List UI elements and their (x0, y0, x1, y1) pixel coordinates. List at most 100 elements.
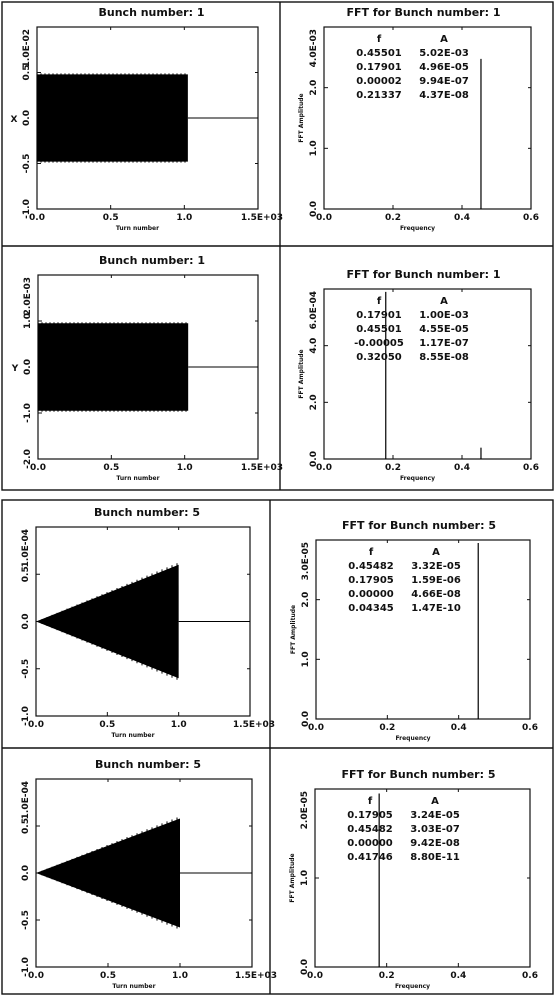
table-cell-f: 0.21337 (356, 90, 402, 101)
y-tick-label: -1.0 (22, 199, 32, 219)
panel-6: FFT for Bunch number: 5 0.0 0.2 0.4 0.6 0.0 1.… (290, 519, 538, 742)
panel-1: Bunch number: 1 0.0 0.5 1.0 1.5E+03 -1.0 -0.5 0… (11, 6, 284, 232)
x-tick-label: 0.6 (522, 971, 538, 981)
y-tick-label: 4.0 (309, 338, 319, 354)
panel-7: Bunch number: 5 0.0 0.5 1.0 1.5E+03 -1.0 -0.5 0… (21, 758, 277, 990)
x-tick-label: 1.5E+03 (241, 463, 283, 473)
y-tick-label: 1.0 (301, 651, 311, 667)
y-tick-label: 0.0 (301, 711, 311, 727)
x-axis-label: Frequency (400, 225, 435, 232)
table-cell-a: 1.17E-07 (419, 338, 469, 349)
x-tick-label: 0.5 (103, 463, 119, 473)
table-header-f: f (377, 296, 382, 307)
y-tick-label: 6.0E-04 (309, 291, 319, 329)
x-axis-label: Turn number (112, 983, 155, 990)
table-cell-a: 5.02E-03 (419, 48, 469, 59)
x-tick-label: 0.5 (100, 971, 116, 981)
x-tick-label: 0.5 (103, 213, 119, 223)
y-tick-label: 0.0 (300, 959, 310, 975)
y-tick-label: 0.5 (21, 818, 31, 834)
y-tick-label: 1.0 (300, 870, 310, 886)
x-tick-label: 0.0 (30, 463, 46, 473)
table-header-f: f (377, 34, 382, 45)
chart-title: Bunch number: 5 (95, 758, 201, 771)
x-tick-label: 1.0 (176, 213, 192, 223)
y-tick-label: 1.0E-04 (21, 529, 31, 567)
y-tick-label: 1.0 (23, 313, 33, 329)
y-tick-label: 0.0 (21, 614, 31, 630)
y-tick-label: -0.5 (21, 910, 31, 930)
table-cell-a: 4.96E-05 (419, 62, 469, 73)
x-tick-label: 1.5E+03 (241, 213, 283, 223)
y-tick-label: -1.0 (23, 403, 33, 423)
y-tick-label: 2.0 (309, 80, 319, 96)
y-axis-label: FFT Amplitude (298, 93, 305, 142)
panels: Bunch number: 1 0.0 0.5 1.0 1.5E+03 -1.0 -0.5 0… (11, 6, 539, 990)
x-tick-label: 1.5E+03 (235, 971, 277, 981)
table-cell-a: 3.32E-05 (411, 561, 461, 572)
x-tick-label: 0.4 (454, 213, 470, 223)
table-cell-a: 9.42E-08 (410, 838, 460, 849)
table-header-f: f (368, 796, 373, 807)
table-header-a: A (440, 296, 448, 307)
table-header-a: A (440, 34, 448, 45)
panel-8: FFT for Bunch number: 5 0.0 0.2 0.4 0.6 0.0 1.… (289, 768, 538, 990)
table-cell-f: 0.17901 (356, 62, 402, 73)
table-cell-f: 0.17901 (356, 310, 402, 321)
y-tick-label: 2.0 (309, 394, 319, 410)
y-tick-label: 4.0E-03 (309, 29, 319, 67)
panel-3: Bunch number: 1 0.0 0.5 1.0 1.5E+03 -2.0 -1.0 0… (11, 254, 283, 482)
table-cell-f: 0.45501 (356, 48, 402, 59)
table-cell-a: 4.55E-05 (419, 324, 469, 335)
y-tick-label: 3.0E-05 (301, 542, 311, 580)
y-axis-label: FFT Amplitude (290, 605, 297, 654)
chart-title: FFT for Bunch number: 1 (347, 6, 501, 19)
table-cell-a: 3.24E-05 (410, 810, 460, 821)
panel-5: Bunch number: 5 0.0 0.5 1.0 1.5E+03 -1.0 -0.5 0… (21, 506, 275, 739)
x-tick-label: 1.0 (172, 971, 188, 981)
x-tick-label: 1.5E+03 (233, 720, 275, 730)
y-tick-label: 1.0 (309, 140, 319, 156)
y-tick-label: 2.0E-03 (23, 277, 33, 315)
table-cell-a: 4.66E-08 (411, 589, 461, 600)
y-tick-label: -1.0 (21, 706, 31, 726)
table-cell-a: 1.47E-10 (411, 603, 461, 614)
y-tick-label: 0.5 (22, 65, 32, 81)
chart-title: Bunch number: 5 (94, 506, 200, 519)
y-tick-label: -2.0 (23, 449, 33, 469)
table-cell-f: 0.32050 (356, 352, 402, 363)
x-axis-label: Turn number (116, 475, 159, 482)
x-tick-label: 0.4 (454, 463, 470, 473)
y-tick-label: 0.5 (21, 566, 31, 582)
y-tick-label: 0.0 (22, 110, 32, 126)
table-cell-a: 3.03E-07 (410, 824, 460, 835)
x-axis-label: Frequency (400, 475, 435, 482)
table-cell-a: 1.00E-03 (419, 310, 469, 321)
table-header-a: A (432, 547, 440, 558)
y-tick-label: 2.0 (301, 592, 311, 608)
chart-title: Bunch number: 1 (99, 6, 205, 19)
x-axis-label: Frequency (395, 983, 430, 990)
y-tick-label: 0.0 (23, 359, 33, 375)
signal-band (37, 74, 188, 162)
x-tick-label: 0.2 (385, 213, 401, 223)
signal-band (36, 818, 180, 928)
x-tick-label: 0.4 (451, 723, 467, 733)
y-tick-label: 1.0E-04 (21, 781, 31, 819)
table-cell-a: 8.55E-08 (419, 352, 469, 363)
y-axis-label: X (11, 115, 18, 125)
table-cell-f: 0.45501 (356, 324, 402, 335)
y-tick-label: 0.0 (21, 865, 31, 881)
x-tick-label: 0.0 (29, 213, 45, 223)
y-tick-label: 0.0 (309, 201, 319, 217)
table-header-a: A (431, 796, 439, 807)
y-tick-label: 2.0E-05 (300, 791, 310, 829)
table-cell-f: 0.45482 (348, 561, 394, 572)
x-tick-label: 1.0 (171, 720, 187, 730)
y-tick-label: -0.5 (21, 659, 31, 679)
table-cell-f: 0.45482 (347, 824, 393, 835)
chart-title: FFT for Bunch number: 5 (342, 519, 496, 532)
x-tick-label: 0.0 (28, 971, 44, 981)
